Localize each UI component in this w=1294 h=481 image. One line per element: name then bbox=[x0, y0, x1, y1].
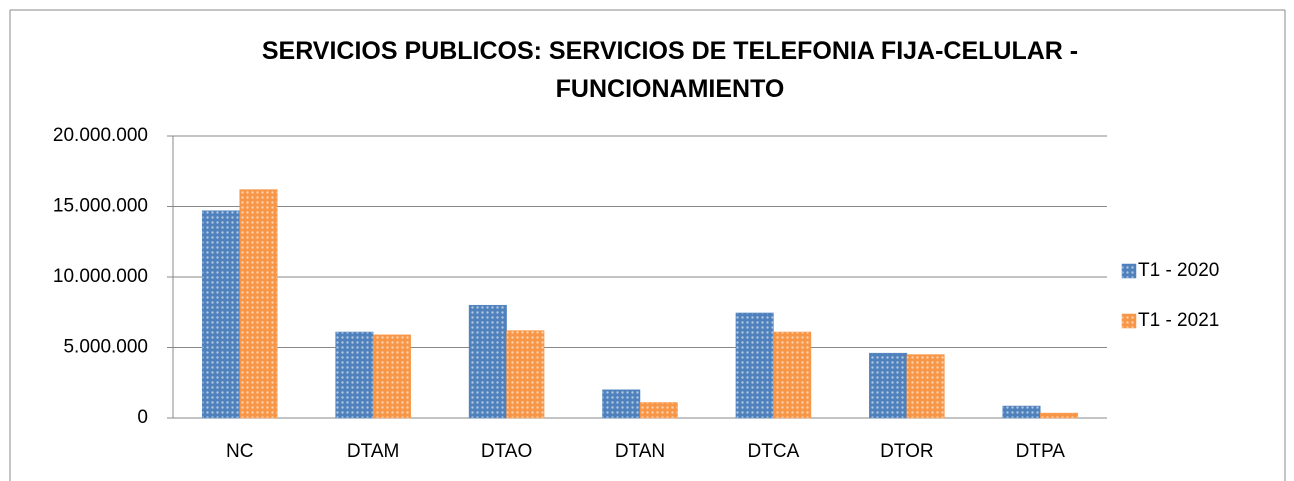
bar bbox=[468, 304, 507, 419]
bar bbox=[201, 210, 240, 419]
x-tick-label: DTOR bbox=[880, 441, 933, 462]
y-tick-label: 15.000.000 bbox=[53, 196, 148, 217]
x-tick-label: DTAM bbox=[347, 441, 399, 462]
x-tick-label: NC bbox=[226, 441, 253, 462]
chart-title: SERVICIOS PUBLICOS: SERVICIOS DE TELEFON… bbox=[261, 37, 1079, 103]
bar bbox=[869, 352, 908, 419]
bar bbox=[335, 331, 374, 419]
y-tick-label: 5.000.000 bbox=[63, 337, 148, 358]
x-tick-label: DTPA bbox=[1016, 441, 1066, 462]
bar bbox=[639, 402, 678, 419]
bar bbox=[773, 331, 812, 419]
bar bbox=[506, 330, 545, 419]
bar bbox=[239, 189, 278, 419]
bar bbox=[372, 334, 411, 419]
bar bbox=[1002, 405, 1041, 419]
y-tick-label: 20.000.000 bbox=[53, 125, 148, 146]
x-tick-label: DTAN bbox=[615, 441, 665, 462]
legend-label: T1 - 2020 bbox=[1138, 260, 1219, 281]
y-tick-label: 10.000.000 bbox=[53, 266, 148, 287]
bar bbox=[735, 312, 774, 419]
y-tick-label: 0 bbox=[137, 407, 148, 428]
bar bbox=[602, 389, 641, 419]
x-tick-label: DTAO bbox=[481, 441, 532, 462]
bar bbox=[1040, 412, 1079, 419]
legend-swatch bbox=[1121, 313, 1137, 329]
x-tick-label: DTCA bbox=[748, 441, 800, 462]
legend-label: T1 - 2021 bbox=[1138, 310, 1219, 331]
legend-swatch bbox=[1121, 263, 1137, 279]
bar bbox=[906, 354, 945, 419]
